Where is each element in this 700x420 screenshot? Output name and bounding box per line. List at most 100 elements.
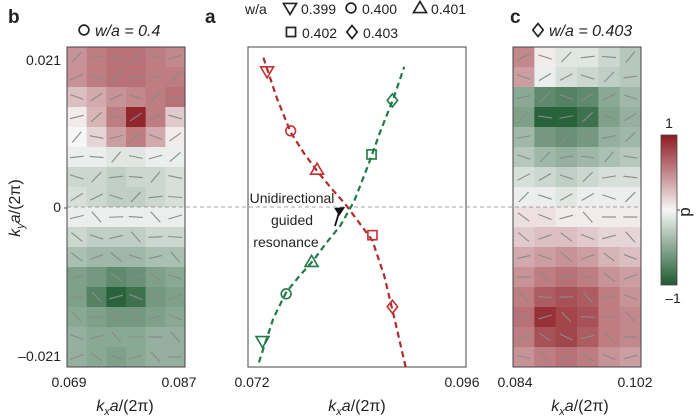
x-tick-a-min: 0.072 xyxy=(234,374,269,390)
x-tick-c-max: 0.102 xyxy=(617,374,652,390)
polarization-dash xyxy=(150,211,161,223)
polarization-dash xyxy=(109,134,124,140)
polarization-dash xyxy=(540,271,550,283)
polarization-dash xyxy=(559,214,574,220)
polarization-dash xyxy=(602,234,616,240)
panel-title-c: w/a = 0.403 xyxy=(549,23,632,40)
x-axis-label-b: kxa/(2π) xyxy=(96,398,153,418)
polarization-dash xyxy=(109,234,124,240)
polarization-dash xyxy=(516,74,531,80)
x-tick-b-max: 0.087 xyxy=(161,374,196,390)
polarization-dash xyxy=(128,94,143,100)
polarization-dash xyxy=(580,274,595,280)
data-point-diamond xyxy=(386,92,399,109)
polarization-dash xyxy=(70,252,83,262)
polarization-dash xyxy=(69,174,84,180)
polarization-dash xyxy=(109,194,124,200)
polarization-dash xyxy=(538,213,552,221)
polarization-dash xyxy=(70,333,84,341)
polarization-dash xyxy=(625,311,636,323)
polarization-dash xyxy=(130,231,141,243)
x-tick-b-min: 0.069 xyxy=(51,374,86,390)
polarization-dash xyxy=(148,254,163,260)
polarization-dash xyxy=(90,352,103,362)
polarization-dash xyxy=(71,131,82,143)
polarization-dash xyxy=(168,294,182,300)
legend-entry-0.400: 0.400 xyxy=(362,1,397,17)
polarization-dash xyxy=(168,235,183,239)
polarization-dash xyxy=(89,254,104,260)
polarization-dash xyxy=(538,314,552,320)
polarization-dash xyxy=(539,91,551,103)
polarization-dash xyxy=(580,254,595,260)
polarization-dash xyxy=(128,254,143,260)
polarization-dash xyxy=(623,336,638,338)
legend-entry-0.401: 0.401 xyxy=(431,1,466,17)
polarization-dash xyxy=(111,71,122,83)
data-point-circle xyxy=(280,288,292,300)
polarization-dash xyxy=(70,94,84,100)
polarization-dash xyxy=(91,171,102,183)
polarization-dash xyxy=(580,155,595,159)
polarization-dash xyxy=(71,51,83,63)
data-point-triangle-down xyxy=(259,66,275,80)
polarization-dash xyxy=(169,132,182,142)
polarization-dash xyxy=(89,135,104,139)
polarization-dash xyxy=(90,111,103,123)
polarization-dash xyxy=(581,193,595,201)
polarization-dash xyxy=(603,331,615,343)
polarization-dash xyxy=(90,193,103,201)
polarization-dash xyxy=(71,232,83,242)
polarization-dash xyxy=(580,316,595,318)
title-marker-c xyxy=(531,22,545,38)
polarization-dash xyxy=(603,252,615,262)
polarization-dash xyxy=(109,294,124,300)
polarization-dash xyxy=(89,155,104,159)
polarization-dash xyxy=(602,175,616,179)
polarization-dash xyxy=(623,254,638,260)
legend-entry-0.399: 0.399 xyxy=(301,1,336,17)
polarization-dash xyxy=(168,114,183,120)
polarization-dash xyxy=(517,212,530,222)
y-tick-bottom: –0.021 xyxy=(18,348,61,364)
polarization-dash xyxy=(602,353,616,361)
polarization-dash xyxy=(109,114,123,120)
polarization-dash xyxy=(559,155,574,159)
polarization-dash xyxy=(602,114,616,120)
polarization-dash xyxy=(109,93,123,101)
data-point-diamond xyxy=(386,299,399,315)
polarization-dash xyxy=(89,74,104,80)
polarization-dash xyxy=(516,276,531,278)
polarization-dash xyxy=(70,354,84,360)
polarization-dash xyxy=(128,354,143,360)
polarization-dash xyxy=(69,114,84,120)
polarization-dash xyxy=(516,154,531,160)
x-tick-a-max: 0.096 xyxy=(444,374,479,390)
polarization-dash xyxy=(602,194,616,200)
legend-marker-square xyxy=(285,26,297,38)
data-point-triangle-up xyxy=(303,253,320,268)
polarization-dash xyxy=(623,94,638,100)
polarization-dash xyxy=(169,152,181,162)
polarization-dash xyxy=(561,311,572,323)
polarization-dash xyxy=(168,214,183,220)
polarization-dash xyxy=(624,131,636,143)
polarization-dash xyxy=(168,274,183,280)
polarization-dash xyxy=(602,294,616,300)
polarization-dash xyxy=(603,71,615,83)
polarization-dash xyxy=(149,292,162,302)
polarization-dash xyxy=(603,272,615,282)
polarization-dash xyxy=(89,55,104,59)
polarization-dash xyxy=(70,192,84,202)
legend-marker-circle xyxy=(345,2,357,14)
polarization-dash xyxy=(150,91,161,103)
polarization-dash xyxy=(517,173,531,181)
y-axis-label-b: kya/(2π) xyxy=(7,179,27,236)
title-marker-b xyxy=(78,24,90,36)
polarization-dash xyxy=(109,175,124,179)
polarization-dash xyxy=(150,351,161,363)
polarization-dash xyxy=(518,111,529,123)
polarization-dash xyxy=(149,272,162,282)
annotation-line-2: guided xyxy=(271,212,313,228)
